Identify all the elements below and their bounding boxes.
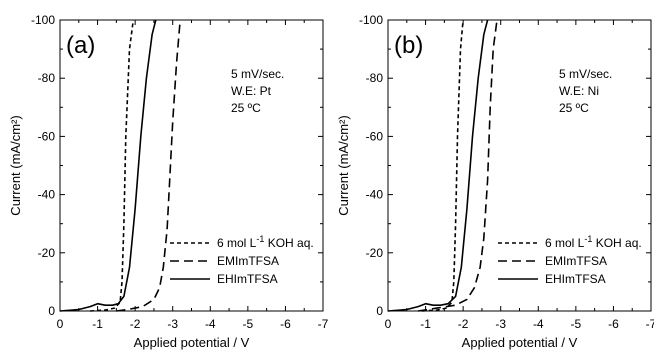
x-tick-label: -2 xyxy=(130,317,141,331)
series-line-3 xyxy=(387,19,489,312)
y-tick-label: -80 xyxy=(366,71,384,85)
series-line-1 xyxy=(421,19,464,312)
x-tick-label: -3 xyxy=(167,317,178,331)
y-tick-label: 0 xyxy=(48,304,55,318)
x-tick-label: -6 xyxy=(608,317,619,331)
panel-label: (b) xyxy=(394,32,423,59)
chart-panel-a: 0 -1 -2 -3 -4 -5 -6 -7 0 -20 -40 -60 -80 -100 Applied … xyxy=(8,13,329,350)
x-tick-label: -7 xyxy=(318,317,329,331)
series-line-3 xyxy=(59,19,157,312)
x-tick-label: -5 xyxy=(571,317,582,331)
panel-label: (a) xyxy=(66,32,95,59)
y-tick-label: -40 xyxy=(38,188,56,202)
y-tick-label: -60 xyxy=(38,129,56,143)
plot-frame xyxy=(387,19,652,312)
y-tick-label: -80 xyxy=(38,71,56,85)
condition-annotation: 5 mV/sec. xyxy=(559,67,612,81)
x-tick-label: -1 xyxy=(92,317,103,331)
legend-label: 6 mol L-1 KOH aq. xyxy=(545,234,642,250)
y-tick-label: -20 xyxy=(38,246,56,260)
condition-annotation: 25 ºC xyxy=(559,101,589,115)
x-tick-label: -7 xyxy=(646,317,654,331)
x-tick-label: -5 xyxy=(243,317,254,331)
y-tick-label: -100 xyxy=(31,13,55,27)
y-tick-label: 0 xyxy=(376,304,383,318)
legend-label: EMImTFSA xyxy=(545,254,607,268)
y-tick-label: -20 xyxy=(366,246,384,260)
chart-panel-b: 0 -1 -2 -3 -4 -5 -6 -7 0 -20 -40 -60 -80 -100 Applied … xyxy=(336,13,654,350)
legend-label: 6 mol L-1 KOH aq. xyxy=(217,234,314,250)
x-tick-label: 0 xyxy=(385,317,392,331)
legend-label: EHImTFSA xyxy=(545,272,606,286)
legend: 6 mol L-1 KOH aq. EMImTFSA EHImTFSA xyxy=(170,234,314,286)
series-line-1 xyxy=(90,19,135,312)
condition-annotation: 25 ºC xyxy=(231,101,261,115)
x-tick-label: -6 xyxy=(280,317,291,331)
legend-label: EMImTFSA xyxy=(217,254,279,268)
y-tick-label: -100 xyxy=(359,13,383,27)
x-tick-label: -4 xyxy=(533,317,544,331)
x-tick-label: -4 xyxy=(205,317,216,331)
x-tick-label: 0 xyxy=(57,317,64,331)
series-line-2 xyxy=(417,19,498,312)
series-line-2 xyxy=(116,19,181,312)
legend: 6 mol L-1 KOH aq. EMImTFSA EHImTFSA xyxy=(498,234,642,286)
condition-annotation: 5 mV/sec. xyxy=(231,67,284,81)
condition-annotation: W.E: Pt xyxy=(231,84,272,98)
x-tick-label: -3 xyxy=(495,317,506,331)
y-axis-label: Current (mA/cm²) xyxy=(336,115,351,215)
legend-label: EHImTFSA xyxy=(217,272,278,286)
x-axis-label: Applied potential / V xyxy=(134,335,250,350)
x-axis-label: Applied potential / V xyxy=(462,335,578,350)
y-tick-label: -40 xyxy=(366,188,384,202)
y-axis-label: Current (mA/cm²) xyxy=(8,115,23,215)
condition-annotation: W.E: Ni xyxy=(559,84,599,98)
y-tick-label: -60 xyxy=(366,129,384,143)
x-tick-label: -2 xyxy=(458,317,469,331)
x-tick-label: -1 xyxy=(420,317,431,331)
plot-frame xyxy=(59,19,324,312)
